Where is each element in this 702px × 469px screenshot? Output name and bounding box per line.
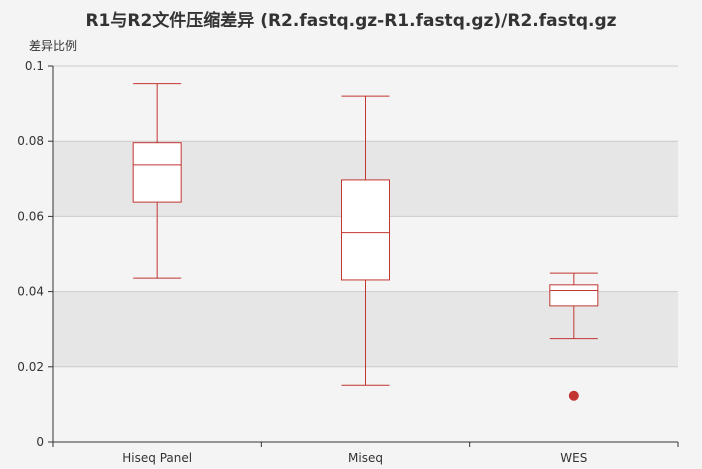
outlier-point: [568, 390, 579, 401]
tick-labels: 0 0.02 0.04 0.06 0.08 0.1 Hiseq Panel Miseq WES: [17, 59, 587, 465]
y-tick-label: 0.04: [17, 285, 44, 299]
boxes: [132, 83, 599, 401]
y-tick-label: 0.1: [25, 59, 44, 73]
x-tick-label: WES: [560, 451, 587, 465]
y-tick-label: 0.06: [17, 209, 44, 223]
y-tick-label: 0.02: [17, 360, 44, 374]
y-tick-label: 0.08: [17, 134, 44, 148]
axes: [48, 65, 679, 447]
y-tick-label: 0: [36, 435, 44, 449]
box-item: [132, 83, 182, 279]
box-item: [549, 272, 599, 340]
box-rect: [549, 284, 599, 307]
y-axis-label: 差异比例: [29, 39, 77, 53]
x-tick-label: Miseq: [348, 451, 383, 465]
chart-title: R1与R2文件压缩差异 (R2.fastq.gz-R1.fastq.gz)/R2…: [85, 10, 616, 31]
box-item: [341, 95, 390, 386]
x-tick-label: Hiseq Panel: [122, 451, 192, 465]
box-rect: [341, 179, 390, 281]
box-rect: [132, 142, 182, 203]
